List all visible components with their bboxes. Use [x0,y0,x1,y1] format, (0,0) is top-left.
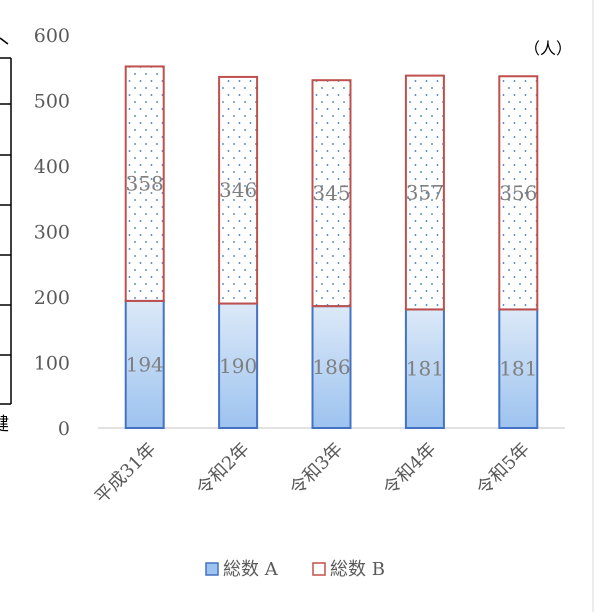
legend-label-a: 総数 A [223,559,279,580]
y-tick-label: 200 [34,287,70,309]
y-tick-label: 100 [34,353,70,375]
fragment-mark [0,37,9,45]
bars-layer: 194 358 190 346 186 345 181 357 181 356 [124,65,539,430]
data-label-a: 194 [126,352,164,376]
y-tick-label: 500 [34,91,70,113]
bar-segment-a [124,299,165,429]
y-tick-label: 0 [58,418,70,440]
data-label-b: 358 [126,172,164,196]
legend-swatch-b [312,562,326,576]
data-label-b: 356 [499,181,537,205]
data-label-a: 181 [406,357,444,381]
x-tick-label: 令和3年 [286,439,347,500]
y-tick-label: 600 [34,25,70,47]
x-tick-label: 令和2年 [193,439,254,500]
bar-segment-a [311,305,352,430]
y-tick-label: 400 [34,156,70,178]
bar-segment-a [218,302,259,429]
data-label-a: 181 [499,357,537,381]
x-tick-label: 令和4年 [379,439,440,500]
data-label-b: 357 [406,181,444,205]
bar-segment-b [498,75,539,311]
bar-segment-b [404,74,445,311]
bar-segment-b [218,75,259,305]
data-label-a: 186 [312,355,350,379]
legend: 総数 A 総数 B [205,559,385,580]
cropped-table-fragment: 健 [0,37,12,435]
data-label-b: 346 [219,178,257,202]
legend-swatch-a [205,562,219,576]
data-label-a: 190 [219,354,257,378]
data-label-b: 345 [312,181,350,205]
bar-segment-b [124,65,165,302]
x-axis-labels: 平成31年 令和2年 令和3年 令和4年 令和5年 [91,439,534,508]
fragment-text: 健 [0,414,9,435]
legend-label-b: 総数 B [330,559,385,580]
unit-label: （人） [524,39,572,58]
x-tick-label: 令和5年 [473,439,534,500]
bar-segment-b [311,79,352,308]
y-tick-label: 300 [34,222,70,244]
y-axis: 0 100 200 300 400 500 600 [34,25,70,440]
x-tick-label: 平成31年 [91,439,160,508]
